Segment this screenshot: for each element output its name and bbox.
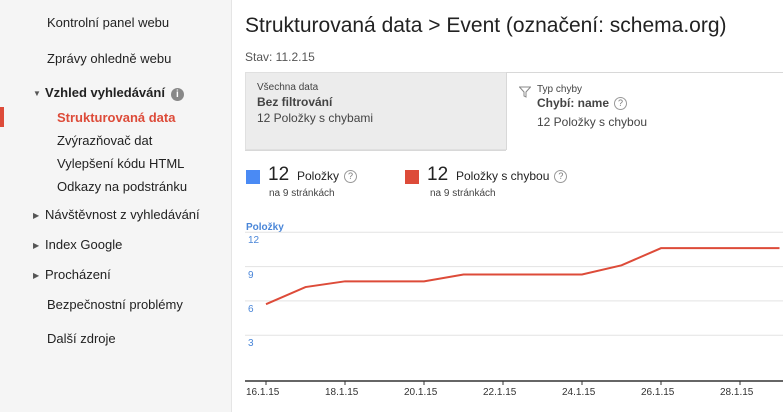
sidebar-item-label: Další zdroje <box>47 331 116 346</box>
page-title: Strukturovaná data > Event (označení: sc… <box>245 14 727 37</box>
sidebar-item-label: Procházení <box>45 267 111 282</box>
sidebar-item-search-appearance[interactable]: ▼ Vzhled vyhledávání i <box>33 85 184 101</box>
funnel-icon <box>519 86 531 98</box>
x-tick-label: 18.1.15 <box>325 387 359 398</box>
y-tick-label: 9 <box>248 269 254 281</box>
sidebar-item-label: Bezpečnostní problémy <box>47 297 183 312</box>
x-tick-label: 28.1.15 <box>720 387 754 398</box>
tab-all-data[interactable]: Všechna data Bez filtrování 12 Položky s… <box>245 72 507 150</box>
x-tick-label: 20.1.15 <box>404 387 438 398</box>
sidebar-item-label: Kontrolní panel webu <box>47 15 170 30</box>
tab-filter-text: Chybí: name <box>537 96 610 110</box>
sidebar-subitem-html-improvements[interactable]: Vylepšení kódu HTML <box>57 156 185 171</box>
sidebar-item-crawl[interactable]: ▶ Procházení <box>33 267 111 282</box>
help-icon[interactable]: ? <box>614 97 628 110</box>
status-date: Stav: 11.2.15 <box>245 50 315 64</box>
x-tick-label: 26.1.15 <box>641 387 675 398</box>
triangle-right-icon: ▶ <box>33 211 40 220</box>
chart-series-title: Položky <box>246 222 284 233</box>
tab-filter-label: Bez filtrování <box>257 95 333 109</box>
y-tick-label: 6 <box>248 303 254 315</box>
sidebar-item-dashboard[interactable]: Kontrolní panel webu <box>47 15 169 30</box>
metric-value: 12 <box>427 164 449 185</box>
sidebar-item-other-resources[interactable]: Další zdroje <box>47 331 116 346</box>
tab-caption: Typ chyby <box>537 84 583 95</box>
series-line-items-with-error[interactable] <box>265 247 780 306</box>
active-indicator <box>0 107 4 127</box>
sidebar-subitem-structured-data[interactable]: Strukturovaná data <box>57 110 176 125</box>
metric-label-text: Položky <box>297 169 340 183</box>
sidebar-item-label: Index Google <box>45 237 123 252</box>
sidebar-subitem-data-highlighter[interactable]: Zvýrazňovač dat <box>57 133 153 148</box>
sidebar-item-label: Vzhled vyhledávání <box>45 85 165 100</box>
metric-subtext: na 9 stránkách <box>269 188 335 199</box>
sidebar-item-label: Návštěvnost z vyhledávání <box>45 207 200 222</box>
tab-divider <box>245 150 506 151</box>
tab-count: 12 Položky s chybou <box>537 115 648 129</box>
sidebar-item-search-traffic[interactable]: ▶ Návštěvnost z vyhledávání <box>33 207 200 222</box>
triangle-right-icon: ▶ <box>33 271 40 280</box>
x-tick-label: 24.1.15 <box>562 387 596 398</box>
legend-swatch-blue <box>246 170 260 184</box>
info-icon[interactable]: i <box>170 88 184 101</box>
help-icon[interactable]: ? <box>554 170 568 183</box>
tab-caption: Všechna data <box>257 82 319 93</box>
metric-subtext: na 9 stránkách <box>430 188 496 199</box>
metric-label: Položky s chybou? <box>456 169 568 183</box>
sidebar-item-messages[interactable]: Zprávy ohledně webu <box>47 51 171 66</box>
sidebar-item-security-issues[interactable]: Bezpečnostní problémy <box>47 297 183 312</box>
triangle-down-icon: ▼ <box>33 89 41 98</box>
tab-count: 12 Položky s chybami <box>257 111 374 125</box>
x-tick-label: 22.1.15 <box>483 387 517 398</box>
x-tick-label: 16.1.15 <box>246 387 280 398</box>
metric-value: 12 <box>268 164 290 185</box>
help-icon[interactable]: ? <box>344 170 358 183</box>
y-tick-label: 12 <box>248 235 260 247</box>
sidebar-item-label: Zprávy ohledně webu <box>47 51 172 66</box>
metric-label: Položky? <box>297 169 358 183</box>
y-tick-label: 3 <box>248 338 254 350</box>
tab-error-type[interactable]: Typ chyby Chybí: name? 12 Položky s chyb… <box>506 72 783 150</box>
sidebar: Kontrolní panel webu Zprávy ohledně webu… <box>0 0 232 412</box>
triangle-right-icon: ▶ <box>33 241 40 250</box>
sidebar-item-google-index[interactable]: ▶ Index Google <box>33 237 122 252</box>
sidebar-subitem-sitelinks[interactable]: Odkazy na podstránku <box>57 179 188 194</box>
tab-filter-label: Chybí: name? <box>537 96 628 110</box>
legend-swatch-red <box>405 170 419 184</box>
metric-label-text: Položky s chybou <box>456 169 550 183</box>
